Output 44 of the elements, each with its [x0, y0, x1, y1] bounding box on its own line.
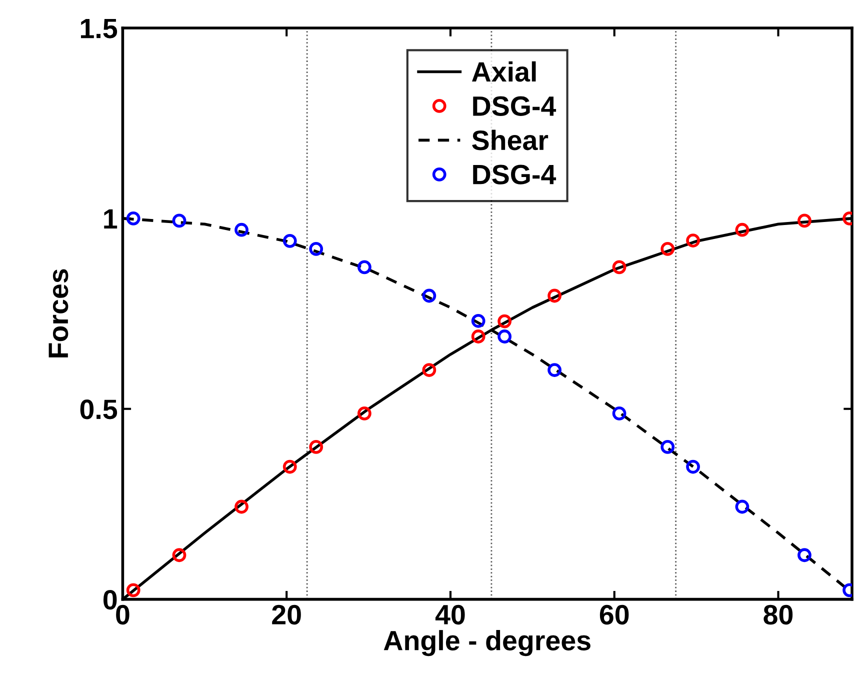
point [357, 260, 372, 274]
x-tick-label: 80 [764, 604, 793, 625]
point [126, 583, 140, 598]
point [471, 314, 486, 328]
point [686, 234, 700, 248]
point [282, 234, 297, 248]
y-tick-label: 0 [103, 590, 117, 610]
point [309, 440, 324, 454]
x-tick-label: 20 [272, 604, 301, 625]
point [471, 330, 486, 344]
point [234, 222, 248, 237]
point [735, 222, 750, 237]
point [357, 406, 372, 420]
point [686, 460, 700, 474]
point [548, 363, 562, 377]
y-tick-label: 1.5 [80, 18, 118, 38]
point [798, 548, 812, 562]
point [612, 260, 626, 274]
point [660, 440, 675, 454]
y-tick-label: 0.5 [80, 400, 118, 420]
point [422, 363, 436, 377]
x-tick-label: 60 [600, 604, 629, 625]
point [548, 288, 562, 303]
x-axis-title: Angle - degrees [384, 630, 590, 656]
point [422, 288, 436, 303]
point [282, 460, 297, 474]
point [798, 214, 812, 228]
point [660, 242, 675, 256]
x-tick-label: 40 [435, 604, 465, 625]
legend-label: Axial [472, 61, 536, 82]
point [498, 314, 512, 328]
y-axis-title: Forces [48, 269, 68, 358]
point [498, 330, 512, 344]
point [172, 214, 186, 228]
point [612, 406, 626, 420]
legend-label: DSG-4 [473, 164, 556, 184]
legend-label: Shear [472, 130, 548, 150]
point [172, 548, 186, 562]
legend-label: DSG-4 [473, 96, 556, 116]
y-tick-label: 1 [104, 209, 118, 228]
point [735, 500, 750, 514]
point [309, 242, 324, 256]
point [234, 500, 248, 514]
point [126, 211, 140, 226]
